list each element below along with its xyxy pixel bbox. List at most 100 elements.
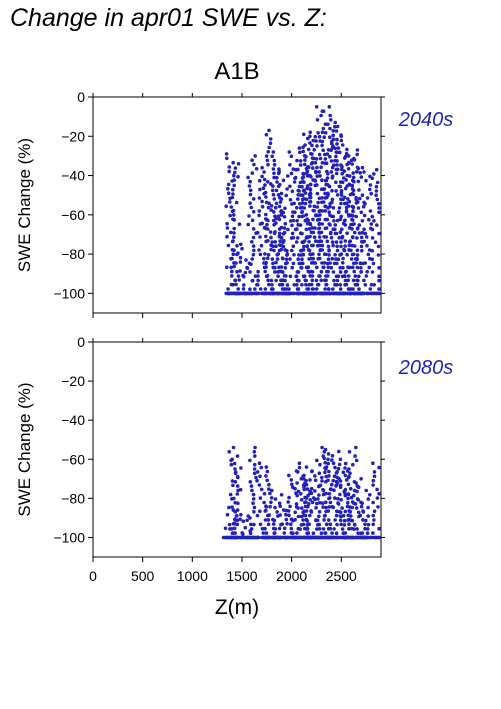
data-point: [277, 217, 282, 222]
data-point: [345, 535, 350, 540]
data-point: [310, 152, 314, 156]
data-point: [255, 470, 260, 474]
data-point: [247, 261, 252, 266]
data-point: [377, 202, 381, 206]
data-point: [330, 146, 335, 150]
data-point: [330, 188, 334, 193]
data-point: [300, 506, 304, 510]
data-point: [365, 196, 370, 200]
data-point: [277, 231, 282, 236]
data-point: [266, 150, 271, 154]
data-point: [236, 501, 240, 506]
data-point: [278, 504, 283, 509]
data-point: [305, 526, 310, 531]
data-point: [315, 174, 320, 178]
data-point: [371, 531, 375, 535]
data-point: [230, 274, 234, 278]
data-point: [284, 517, 289, 522]
data-point: [278, 513, 282, 517]
panel-2040s: 0 −20 −40 −60 −80 −100 SWE Change (%) 2040s: [15, 89, 453, 318]
data-point: [338, 265, 343, 270]
data-point: [243, 270, 248, 275]
data-point: [329, 141, 334, 146]
data-point: [359, 235, 364, 240]
data-point: [354, 197, 359, 202]
data-point: [237, 222, 242, 226]
data-point: [350, 178, 355, 183]
data-point: [235, 508, 240, 512]
data-point: [356, 498, 361, 502]
data-point: [336, 210, 341, 214]
data-point: [322, 518, 326, 522]
data-point: [338, 457, 343, 462]
data-point: [342, 247, 346, 252]
data-point: [319, 269, 324, 274]
data-point: [369, 222, 374, 226]
data-point: [271, 167, 276, 171]
data-point: [304, 509, 309, 513]
data-point: [321, 487, 325, 492]
data-point: [293, 227, 298, 232]
data-point: [263, 190, 268, 195]
data-point: [301, 247, 306, 252]
data-point: [282, 531, 287, 535]
data-point: [308, 478, 312, 482]
data-point: [294, 502, 299, 506]
data-point: [336, 274, 341, 279]
data-point: [284, 274, 288, 278]
data-point: [346, 197, 350, 201]
data-point: [292, 283, 297, 287]
data-point: [323, 157, 328, 161]
data-point: [233, 522, 237, 526]
data-point: [302, 132, 306, 137]
data-point: [310, 500, 315, 505]
data-point: [307, 502, 311, 506]
data-point: [361, 204, 366, 209]
data-point: [269, 235, 273, 240]
data-point: [240, 246, 244, 251]
data-point: [341, 261, 345, 265]
data-point: [266, 239, 270, 243]
data-point: [287, 495, 291, 500]
data-point: [335, 124, 340, 129]
data-point: [248, 270, 252, 274]
data-point: [251, 244, 256, 248]
data-point: [287, 473, 291, 478]
data-point: [356, 485, 361, 490]
data-point: [305, 174, 310, 178]
data-point: [302, 188, 306, 192]
data-point: [287, 287, 291, 291]
data-point: [305, 235, 309, 239]
data-point: [355, 527, 359, 531]
data-point: [287, 150, 292, 154]
data-point: [235, 244, 239, 248]
data-point: [326, 265, 331, 270]
data-point: [258, 522, 263, 527]
data-point: [320, 178, 324, 182]
data-point: [251, 501, 255, 506]
data-point: [269, 247, 273, 252]
data-point: [272, 175, 276, 180]
data-point: [323, 209, 328, 213]
data-point: [235, 270, 239, 274]
data-point: [260, 204, 265, 209]
data-point: [317, 274, 321, 278]
data-point: [361, 518, 365, 522]
data-point: [258, 235, 262, 239]
data-point: [356, 510, 361, 515]
data-point: [339, 498, 343, 502]
data-point: [346, 496, 350, 501]
data-point: [362, 227, 366, 232]
data-point: [332, 488, 336, 493]
data-point: [318, 213, 322, 217]
data-point: [238, 517, 242, 521]
data-point: [254, 291, 259, 296]
data-point: [309, 174, 313, 179]
data-point: [272, 171, 276, 176]
data-point: [312, 204, 317, 209]
data-point: [258, 187, 262, 192]
y-tick-label: 0: [77, 89, 85, 105]
data-point: [357, 274, 361, 279]
data-point: [280, 282, 285, 287]
